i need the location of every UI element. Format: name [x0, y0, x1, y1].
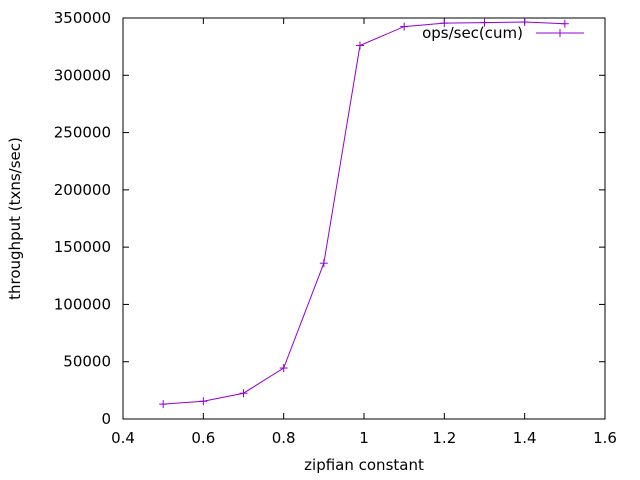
y-tick-label: 300000 — [54, 66, 111, 84]
y-tick-label: 150000 — [54, 238, 111, 256]
data-point — [480, 18, 489, 27]
data-point — [560, 19, 569, 28]
legend-marker — [556, 29, 564, 37]
x-axis: 0.4 0.6 0.8 1 1.2 1.4 1.6 — [111, 18, 617, 447]
y-tick-label: 100000 — [54, 295, 111, 313]
x-tick-label: 1.6 — [593, 429, 617, 447]
legend: ops/sec(cum) — [422, 24, 584, 42]
data-point — [400, 22, 409, 31]
plot-frame — [122, 17, 606, 420]
x-axis-title: zipfian constant — [304, 456, 424, 474]
series-line — [163, 21, 565, 405]
x-tick-label: 1.2 — [432, 429, 456, 447]
x-tick-label: 0.6 — [191, 429, 215, 447]
y-tick-label: 0 — [101, 410, 111, 428]
data-point — [319, 259, 328, 268]
y-axis-title: throughput (txns/sec) — [6, 137, 24, 300]
y-tick-label: 250000 — [54, 124, 111, 142]
data-point — [440, 19, 449, 28]
data-point — [199, 397, 208, 406]
y-axis: 0 50000 100000 150000 200000 250000 300000 3500… — [54, 9, 605, 428]
legend-label: ops/sec(cum) — [422, 24, 523, 42]
data-point — [239, 389, 248, 398]
data-point — [279, 364, 288, 373]
y-tick-label: 200000 — [54, 181, 111, 199]
y-tick-label: 50000 — [63, 353, 111, 371]
x-tick-label: 0.4 — [111, 429, 135, 447]
data-point — [355, 41, 364, 50]
data-point — [159, 400, 168, 409]
x-tick-label: 1 — [359, 429, 369, 447]
data-point — [520, 18, 529, 27]
y-tick-label: 350000 — [54, 9, 111, 27]
x-tick-label: 0.8 — [272, 429, 296, 447]
series-layer — [159, 18, 569, 409]
x-tick-label: 1.4 — [513, 429, 537, 447]
